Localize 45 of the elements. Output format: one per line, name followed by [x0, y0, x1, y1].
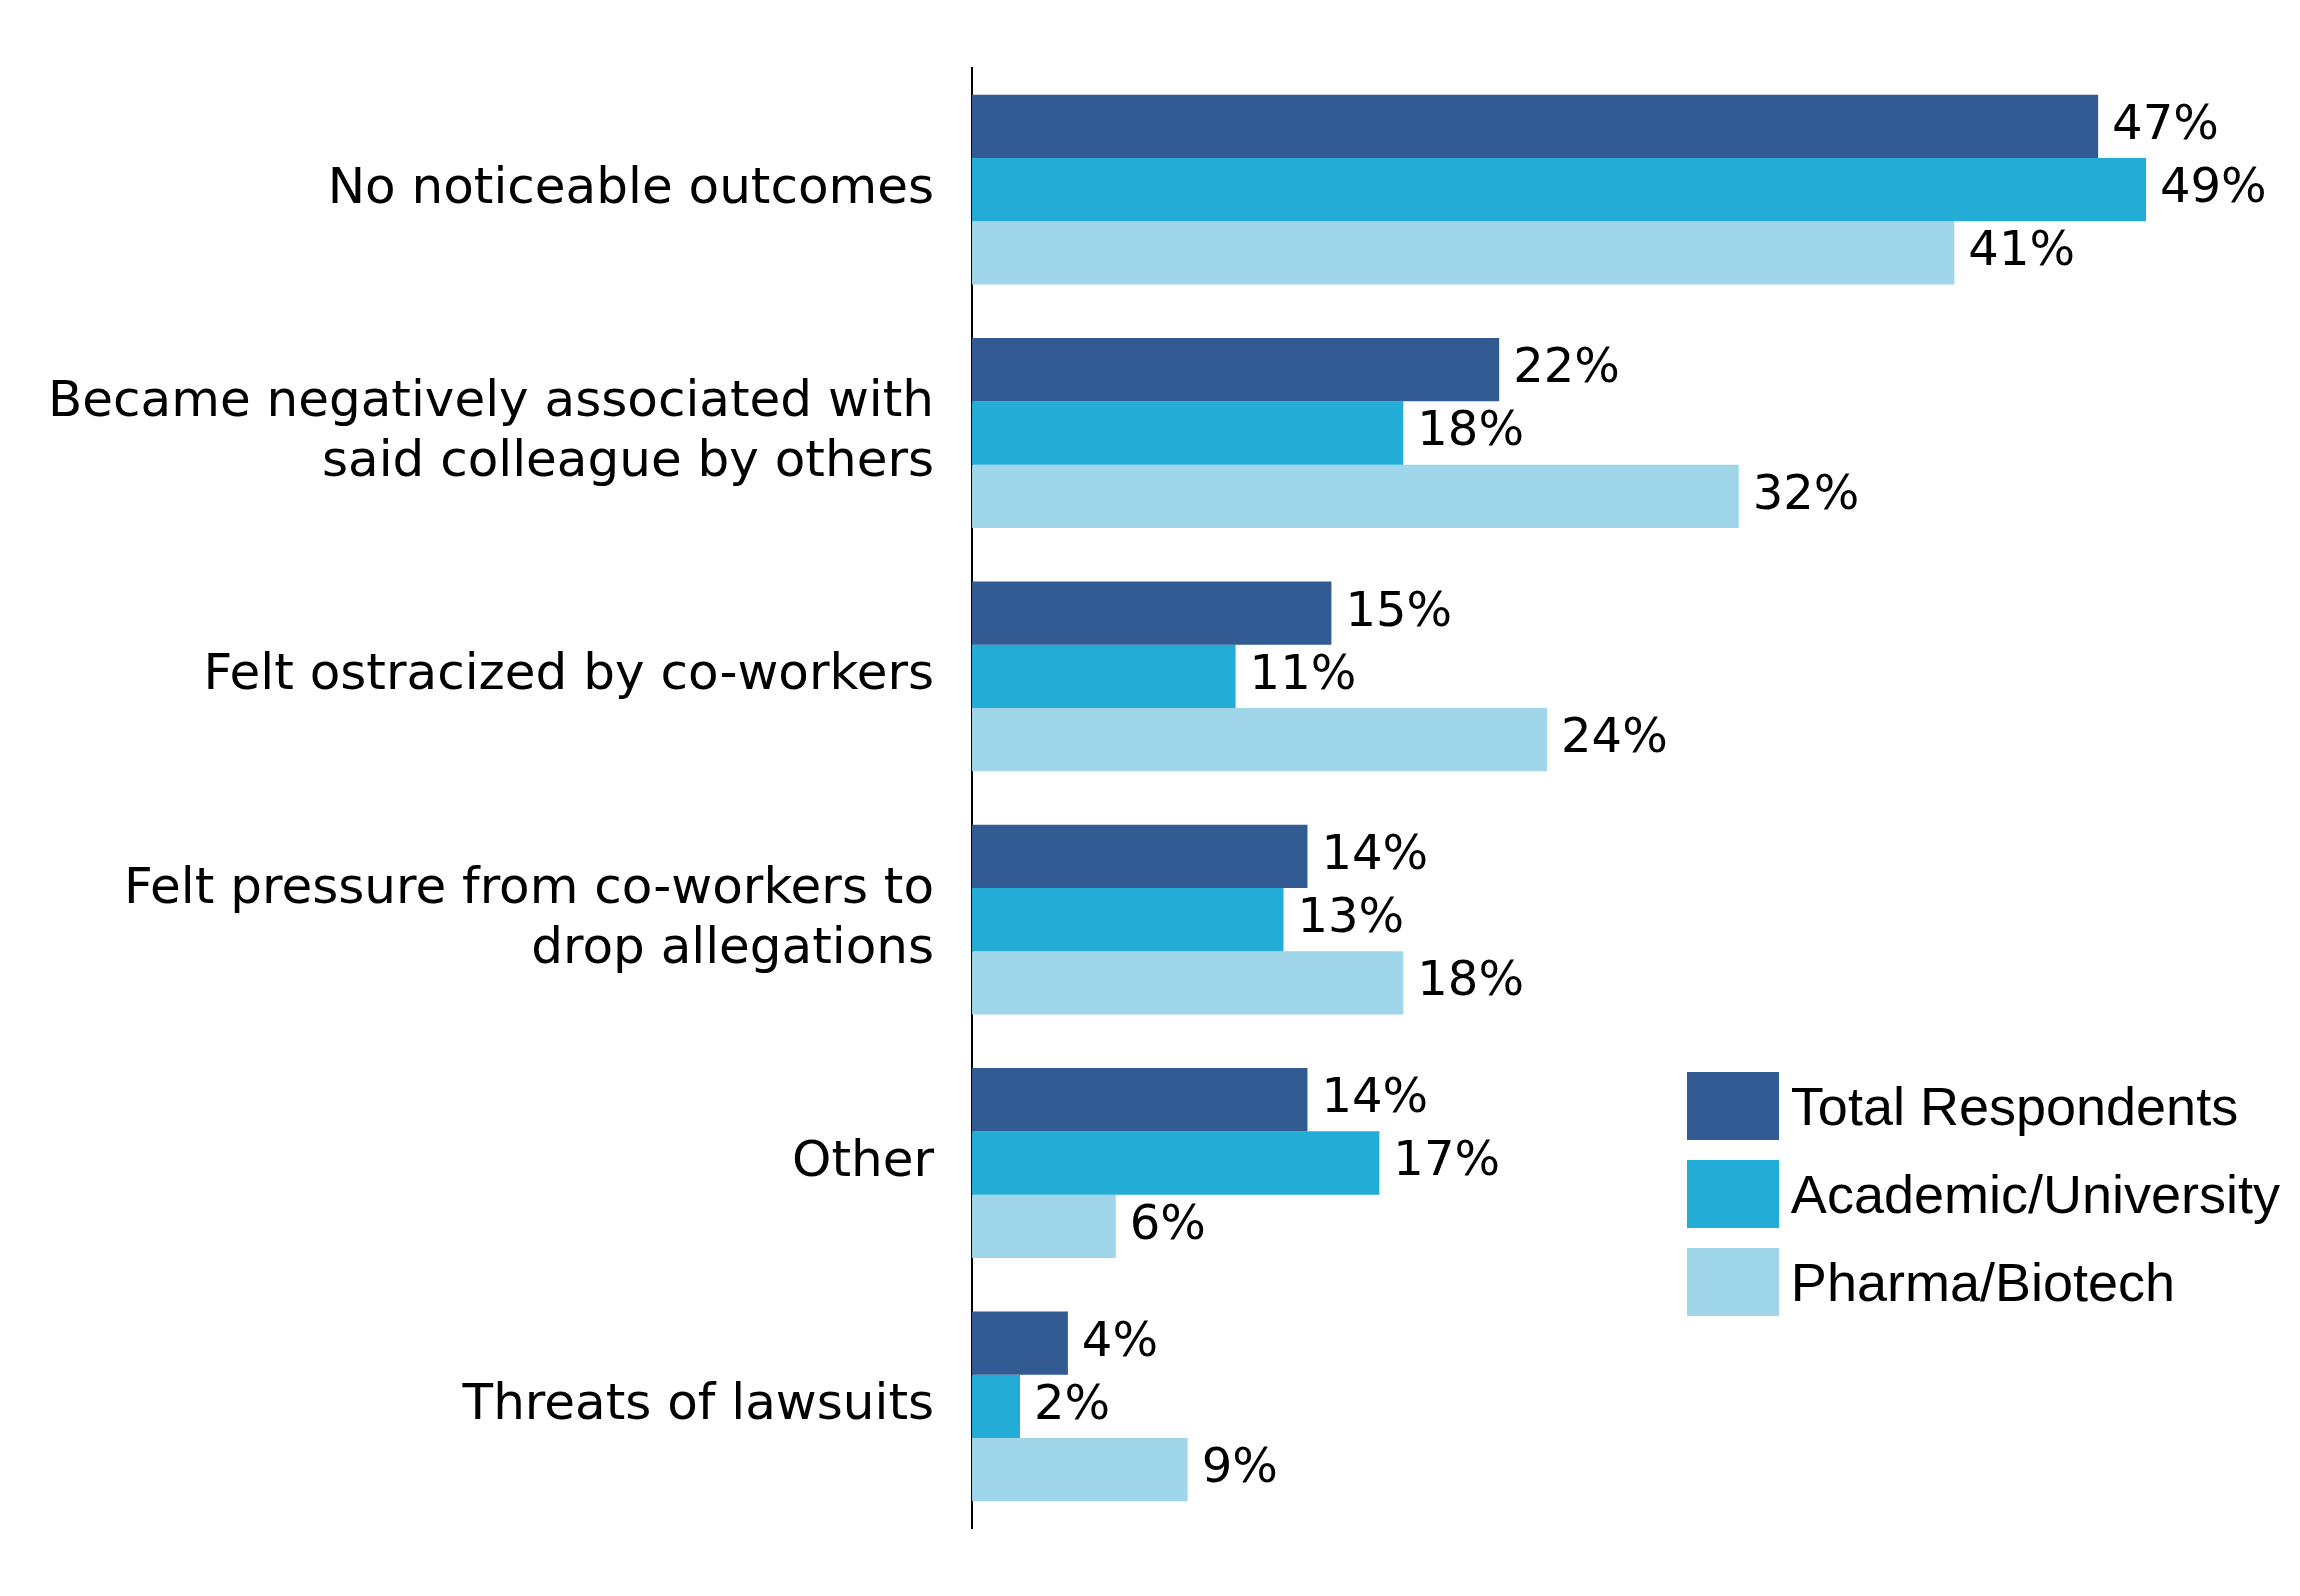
- data-label: 15%: [1345, 580, 1453, 637]
- bar: [972, 824, 1308, 889]
- bar: [972, 94, 2099, 159]
- bar: [972, 158, 2147, 222]
- bar: [972, 644, 1236, 708]
- bar: [972, 951, 1404, 1015]
- data-label: 13%: [1297, 887, 1405, 944]
- data-label: 6%: [1129, 1193, 1206, 1250]
- data-label: 2%: [1033, 1373, 1111, 1430]
- legend-label: Total Respondents: [1790, 1075, 2239, 1137]
- data-label: 14%: [1321, 823, 1429, 880]
- legend-label: Academic/University: [1790, 1163, 2280, 1225]
- bar: [972, 1437, 1188, 1502]
- y-tick-label: No noticeable outcomes: [327, 156, 935, 215]
- data-label: 24%: [1561, 707, 1668, 764]
- y-tick-label: Threats of lawsuits: [461, 1373, 935, 1432]
- bar: [972, 707, 1548, 772]
- data-label: 22%: [1513, 337, 1620, 394]
- data-label: 18%: [1417, 950, 1524, 1007]
- legend-label: Pharma/Biotech: [1790, 1251, 2176, 1313]
- bar: [972, 338, 1500, 402]
- bar: [972, 221, 1955, 285]
- data-label: 49%: [2160, 157, 2267, 214]
- data-label: 4%: [1081, 1310, 1159, 1367]
- data-label: 41%: [1968, 220, 2076, 277]
- bar: [972, 1374, 1020, 1438]
- y-tick-label: Became negatively associated with said colleague by others: [47, 369, 935, 488]
- data-label: 32%: [1752, 463, 1860, 520]
- y-tick-label: Felt ostracized by co-workers: [203, 643, 935, 702]
- bar: [972, 1131, 1380, 1195]
- y-tick-label: Other: [792, 1129, 935, 1188]
- data-label: 17%: [1393, 1130, 1501, 1187]
- data-label: 18%: [1417, 400, 1524, 457]
- data-label: 47%: [2112, 93, 2219, 150]
- bar: [972, 581, 1332, 645]
- data-label: 11%: [1249, 643, 1357, 700]
- bar: [972, 1068, 1308, 1132]
- bar: [972, 888, 1284, 952]
- bar: [972, 1194, 1116, 1258]
- y-tick-label: Felt pressure from co-workers to drop allegations: [124, 856, 935, 975]
- data-label: 14%: [1321, 1067, 1429, 1124]
- bar: [972, 1311, 1068, 1375]
- data-label: 9%: [1201, 1437, 1278, 1494]
- bar: [972, 401, 1404, 465]
- bar: [972, 464, 1739, 528]
